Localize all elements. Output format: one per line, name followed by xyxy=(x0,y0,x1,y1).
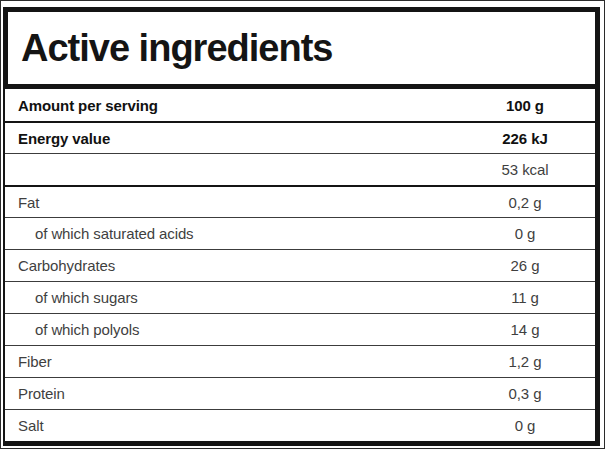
nutrition-table: Amount per serving 100 g Energy value 22… xyxy=(3,89,600,446)
row-value: 100 g xyxy=(455,97,595,114)
table-row: Amount per serving 100 g xyxy=(5,89,595,121)
row-value: 53 kcal xyxy=(455,161,595,178)
table-row: Protein 0,3 g xyxy=(5,377,595,409)
row-label: Amount per serving xyxy=(5,97,455,114)
row-value: 0 g xyxy=(455,225,595,242)
row-value: 11 g xyxy=(455,289,595,306)
table-row: Fat 0,2 g xyxy=(5,185,595,217)
table-row: of which polyols 14 g xyxy=(5,313,595,345)
table-row: of which saturated acids 0 g xyxy=(5,217,595,249)
row-label: of which sugars xyxy=(5,289,455,306)
row-label: Protein xyxy=(5,385,455,402)
row-label: Carbohydrates xyxy=(5,257,455,274)
table-row: of which sugars 11 g xyxy=(5,281,595,313)
row-value: 0 g xyxy=(455,417,595,434)
nutrition-panel: Active ingredients Amount per serving 10… xyxy=(0,0,605,449)
row-label: Salt xyxy=(5,417,455,434)
page-title: Active ingredients xyxy=(8,27,332,70)
row-label: Energy value xyxy=(5,130,455,147)
row-value: 0,3 g xyxy=(455,385,595,402)
row-value: 226 kJ xyxy=(455,130,595,147)
table-row: 53 kcal xyxy=(5,153,595,185)
row-value: 26 g xyxy=(455,257,595,274)
row-label: of which polyols xyxy=(5,321,455,338)
row-value: 1,2 g xyxy=(455,353,595,370)
table-row: Energy value 226 kJ xyxy=(5,121,595,153)
nutrition-title-box: Active ingredients xyxy=(3,7,600,89)
table-row: Fiber 1,2 g xyxy=(5,345,595,377)
table-row: Carbohydrates 26 g xyxy=(5,249,595,281)
row-value: 14 g xyxy=(455,321,595,338)
row-label: Fat xyxy=(5,194,455,211)
row-label: of which saturated acids xyxy=(5,225,455,242)
table-row: Salt 0 g xyxy=(5,409,595,441)
row-label: Fiber xyxy=(5,353,455,370)
row-value: 0,2 g xyxy=(455,194,595,211)
